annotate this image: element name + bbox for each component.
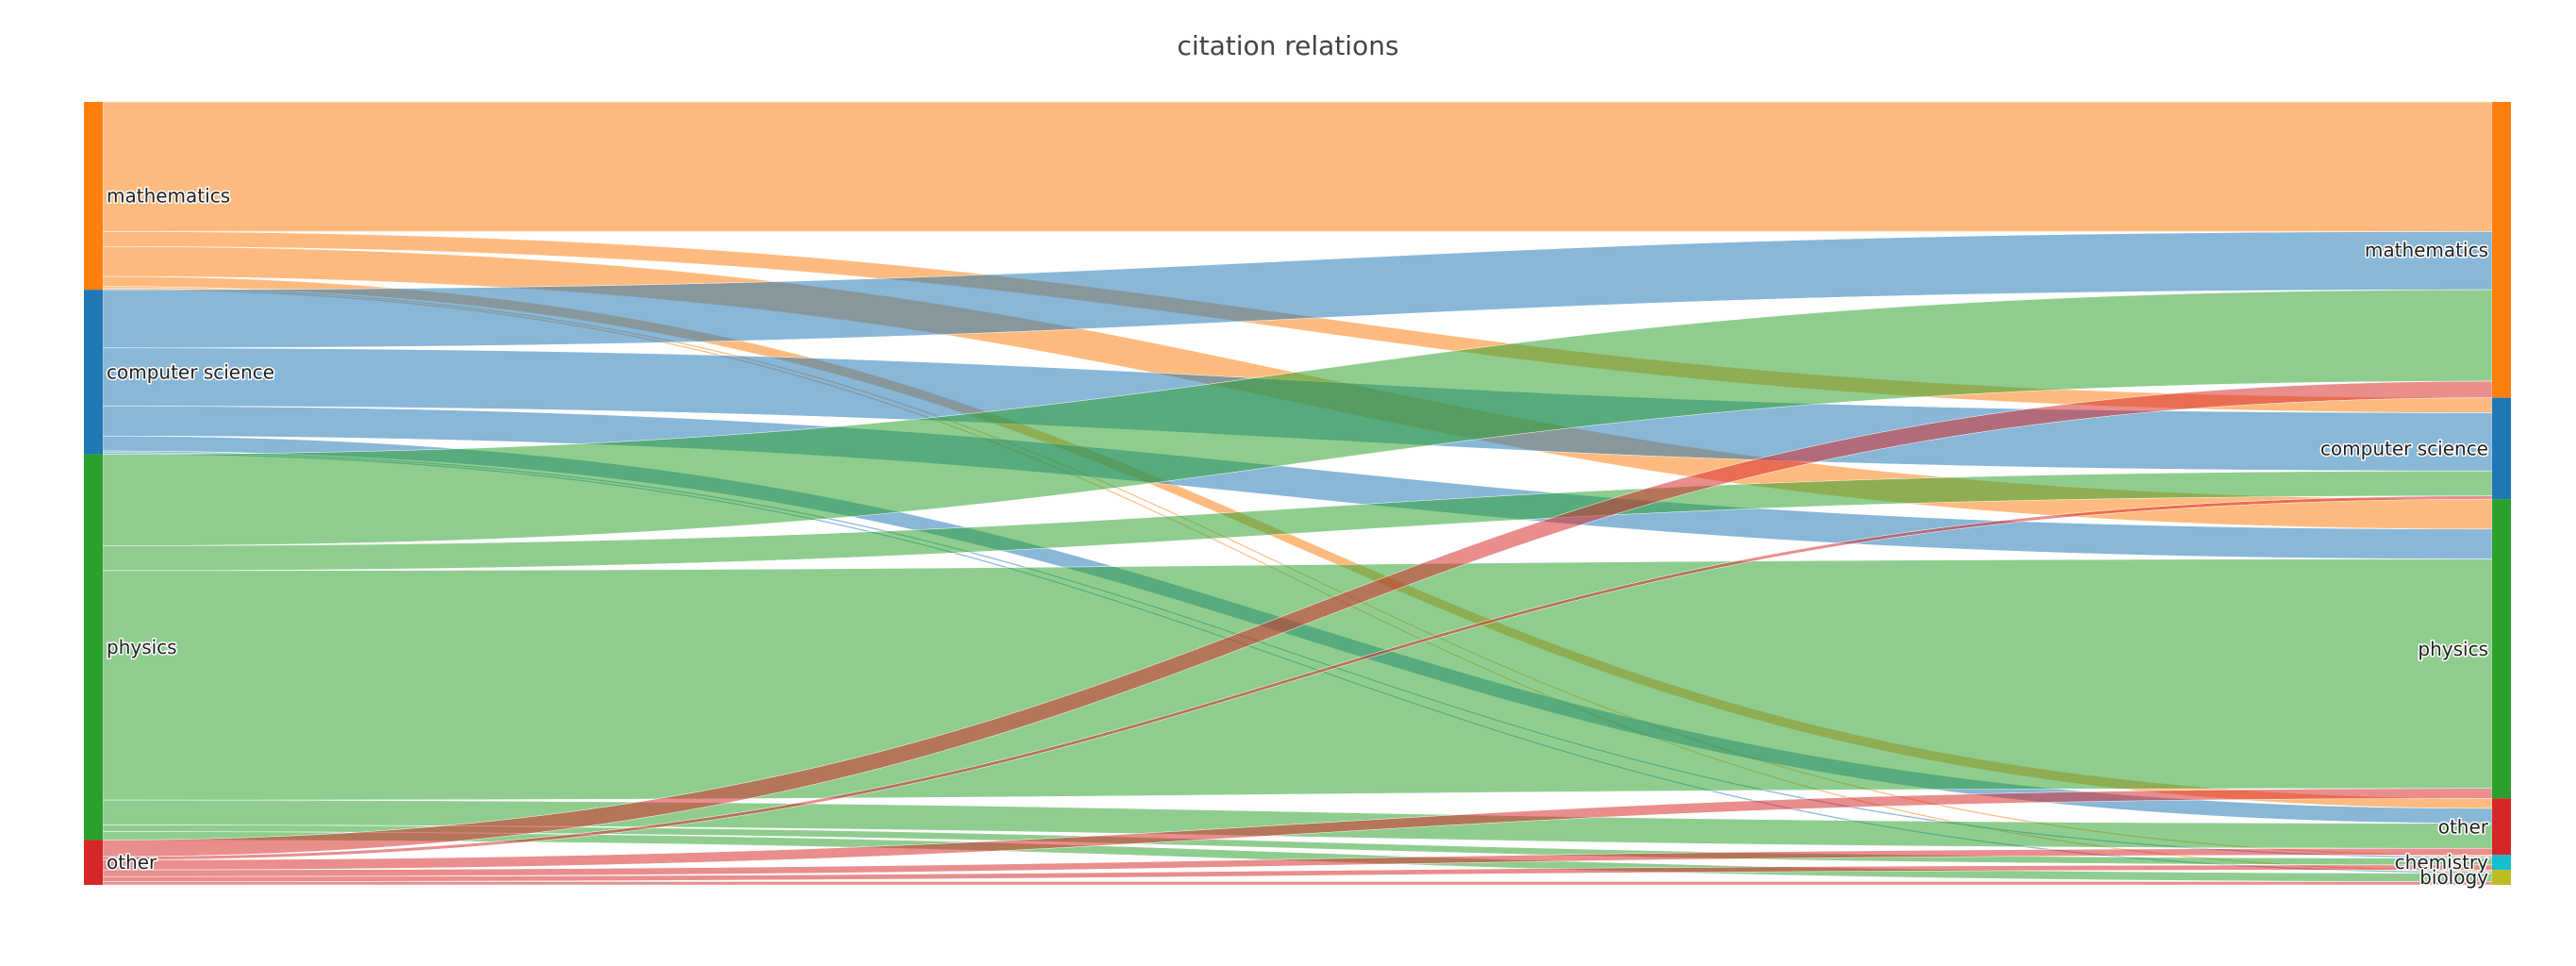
nodes-layer <box>84 102 2511 885</box>
source-node-mathematics[interactable] <box>84 102 103 291</box>
target-node-other[interactable] <box>2492 798 2511 856</box>
target-label-physics: physics <box>2418 638 2488 660</box>
source-node-computer-science[interactable] <box>84 290 103 455</box>
labels-layer: mathematics computer science physics other m… <box>106 183 2491 891</box>
target-label-other: other <box>2438 815 2489 838</box>
target-node-computer-science[interactable] <box>2492 397 2511 500</box>
chart-title: citation relations <box>1177 30 1398 61</box>
source-label-computer-science: computer science <box>107 360 274 383</box>
target-node-mathematics[interactable] <box>2492 102 2511 398</box>
source-node-physics[interactable] <box>84 454 103 841</box>
source-label-mathematics: mathematics <box>107 185 230 208</box>
target-label-chemistry: chemistry <box>2395 851 2489 874</box>
target-label-biology: biology <box>2419 866 2488 889</box>
link-mathematics-to-mathematics[interactable] <box>102 101 2493 232</box>
source-node-other[interactable] <box>84 840 103 885</box>
source-label-other: other <box>107 851 157 874</box>
link-other-to-biology[interactable] <box>102 881 2493 886</box>
target-node-physics[interactable] <box>2492 499 2511 799</box>
target-node-biology[interactable] <box>2492 870 2511 885</box>
target-label-mathematics: mathematics <box>2365 239 2488 261</box>
target-node-chemistry[interactable] <box>2492 855 2511 871</box>
links-layer <box>102 101 2493 886</box>
source-label-physics: physics <box>107 636 177 658</box>
target-label-computer-science: computer science <box>2320 437 2488 459</box>
